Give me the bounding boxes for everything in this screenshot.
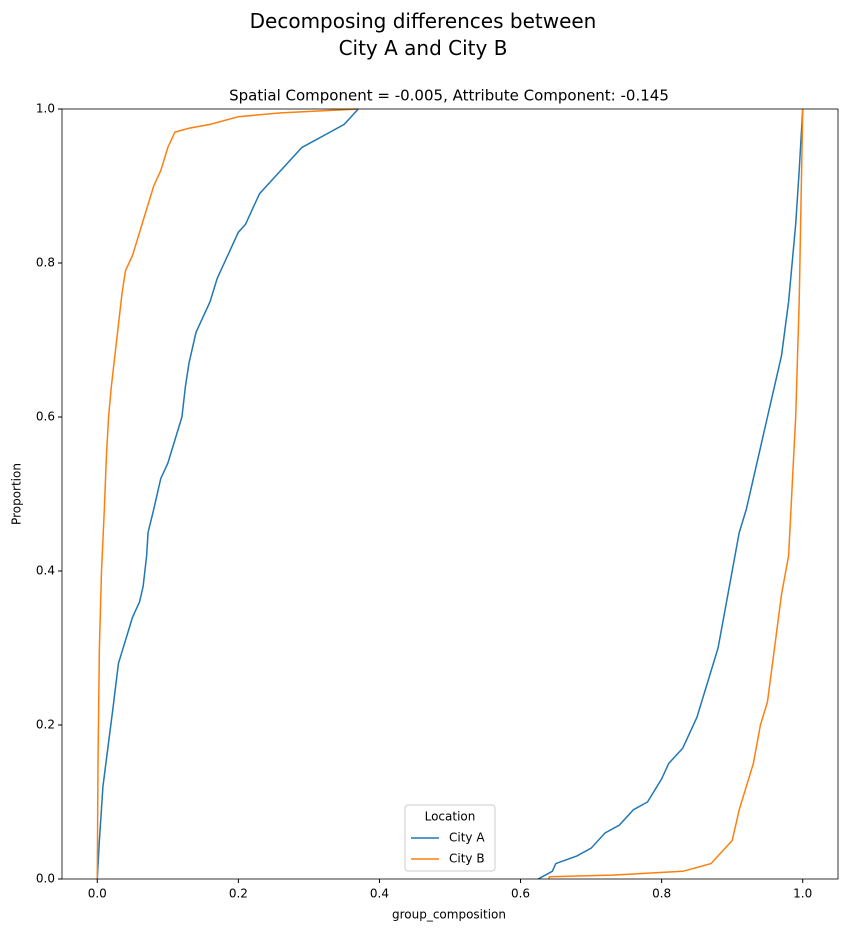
x-tick-label: 1.0 bbox=[793, 887, 812, 901]
x-tick-label: 0.0 bbox=[88, 887, 107, 901]
y-tick-label: 1.0 bbox=[36, 102, 55, 116]
chart-title: Decomposing differences between City A a… bbox=[249, 9, 597, 60]
legend: Location City A City B bbox=[404, 804, 496, 872]
y-tick-label: 0.0 bbox=[36, 872, 55, 886]
legend-label: City B bbox=[449, 852, 485, 866]
axes-frame bbox=[61, 108, 839, 880]
x-tick-label: 0.2 bbox=[229, 887, 248, 901]
legend-label: City A bbox=[449, 831, 485, 845]
chart-subtitle: Spatial Component = -0.005, Attribute Co… bbox=[229, 87, 669, 105]
x-tick-label: 0.8 bbox=[652, 887, 671, 901]
x-axis-label: group_composition bbox=[392, 908, 506, 922]
ecdf-line bbox=[548, 108, 804, 880]
ecdf-line bbox=[96, 108, 359, 880]
y-axis-label: Proportion bbox=[10, 463, 24, 525]
x-tick-label: 0.4 bbox=[370, 887, 389, 901]
y-tick-label: 0.2 bbox=[36, 718, 55, 732]
ecdf-line bbox=[537, 108, 804, 880]
legend-title: Location bbox=[425, 810, 476, 824]
x-tick-label: 0.6 bbox=[511, 887, 530, 901]
ecdf-line bbox=[96, 108, 359, 880]
y-tick-label: 0.4 bbox=[36, 564, 55, 578]
y-tick-label: 0.6 bbox=[36, 410, 55, 424]
legend-box bbox=[404, 804, 496, 872]
y-tick-label: 0.8 bbox=[36, 256, 55, 270]
